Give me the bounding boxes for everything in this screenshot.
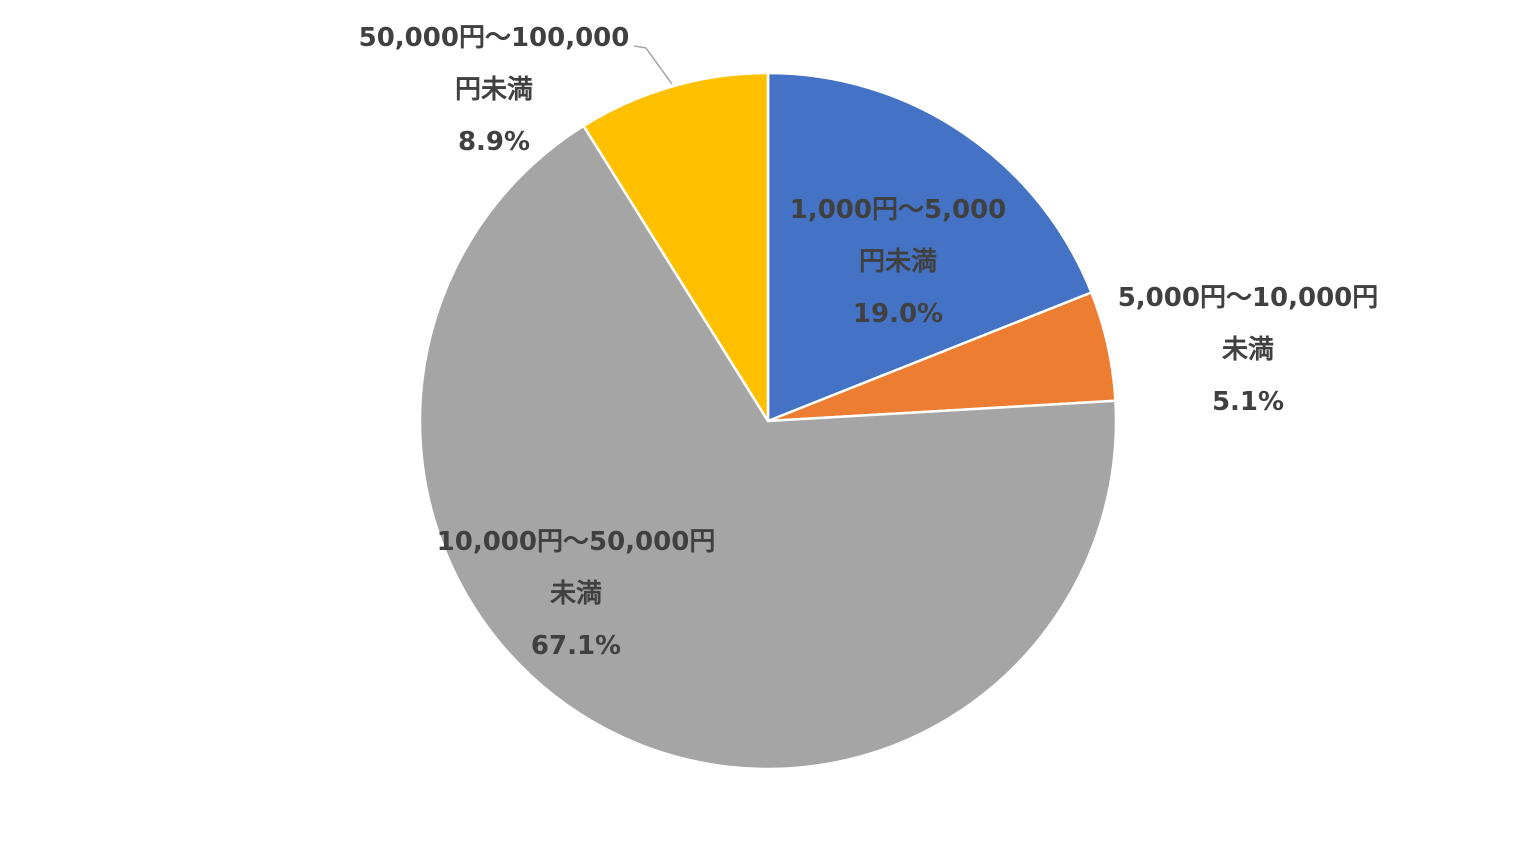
leader-line-4 <box>633 45 673 85</box>
pie-slice-1 <box>766 71 1093 423</box>
leader-lines <box>633 45 673 85</box>
data-label-category-line: 未満 <box>550 579 602 609</box>
pie-slice-3 <box>418 124 1118 771</box>
data-label-category-line: 未満 <box>1222 335 1274 365</box>
pie-slices <box>418 71 1118 771</box>
data-label-category-line: 50,000円〜100,000 <box>359 23 630 53</box>
data-label-percent: 5.1% <box>1212 387 1284 417</box>
data-label-percent: 19.0% <box>853 299 943 329</box>
data-label-4: 50,000円〜100,000 円未満 8.9% <box>359 23 630 157</box>
data-label-1: 1,000円〜5,000 円未満 19.0% <box>790 195 1006 329</box>
data-label-percent: 67.1% <box>531 631 621 661</box>
data-labels: 1,000円〜5,000円未満19.0%5,000円〜10,000円未満5.1%… <box>359 23 1379 661</box>
data-label-category-line: 1,000円〜5,000 <box>790 195 1006 225</box>
data-label-percent: 8.9% <box>458 127 530 157</box>
pie-slice-4 <box>582 71 770 423</box>
data-label-category-line: 10,000円〜50,000円 <box>437 527 716 557</box>
data-label-category-line: 円未満 <box>859 247 937 277</box>
data-label-category-line: 5,000円〜10,000円 <box>1118 283 1379 313</box>
data-label-category-line: 円未満 <box>455 75 533 105</box>
